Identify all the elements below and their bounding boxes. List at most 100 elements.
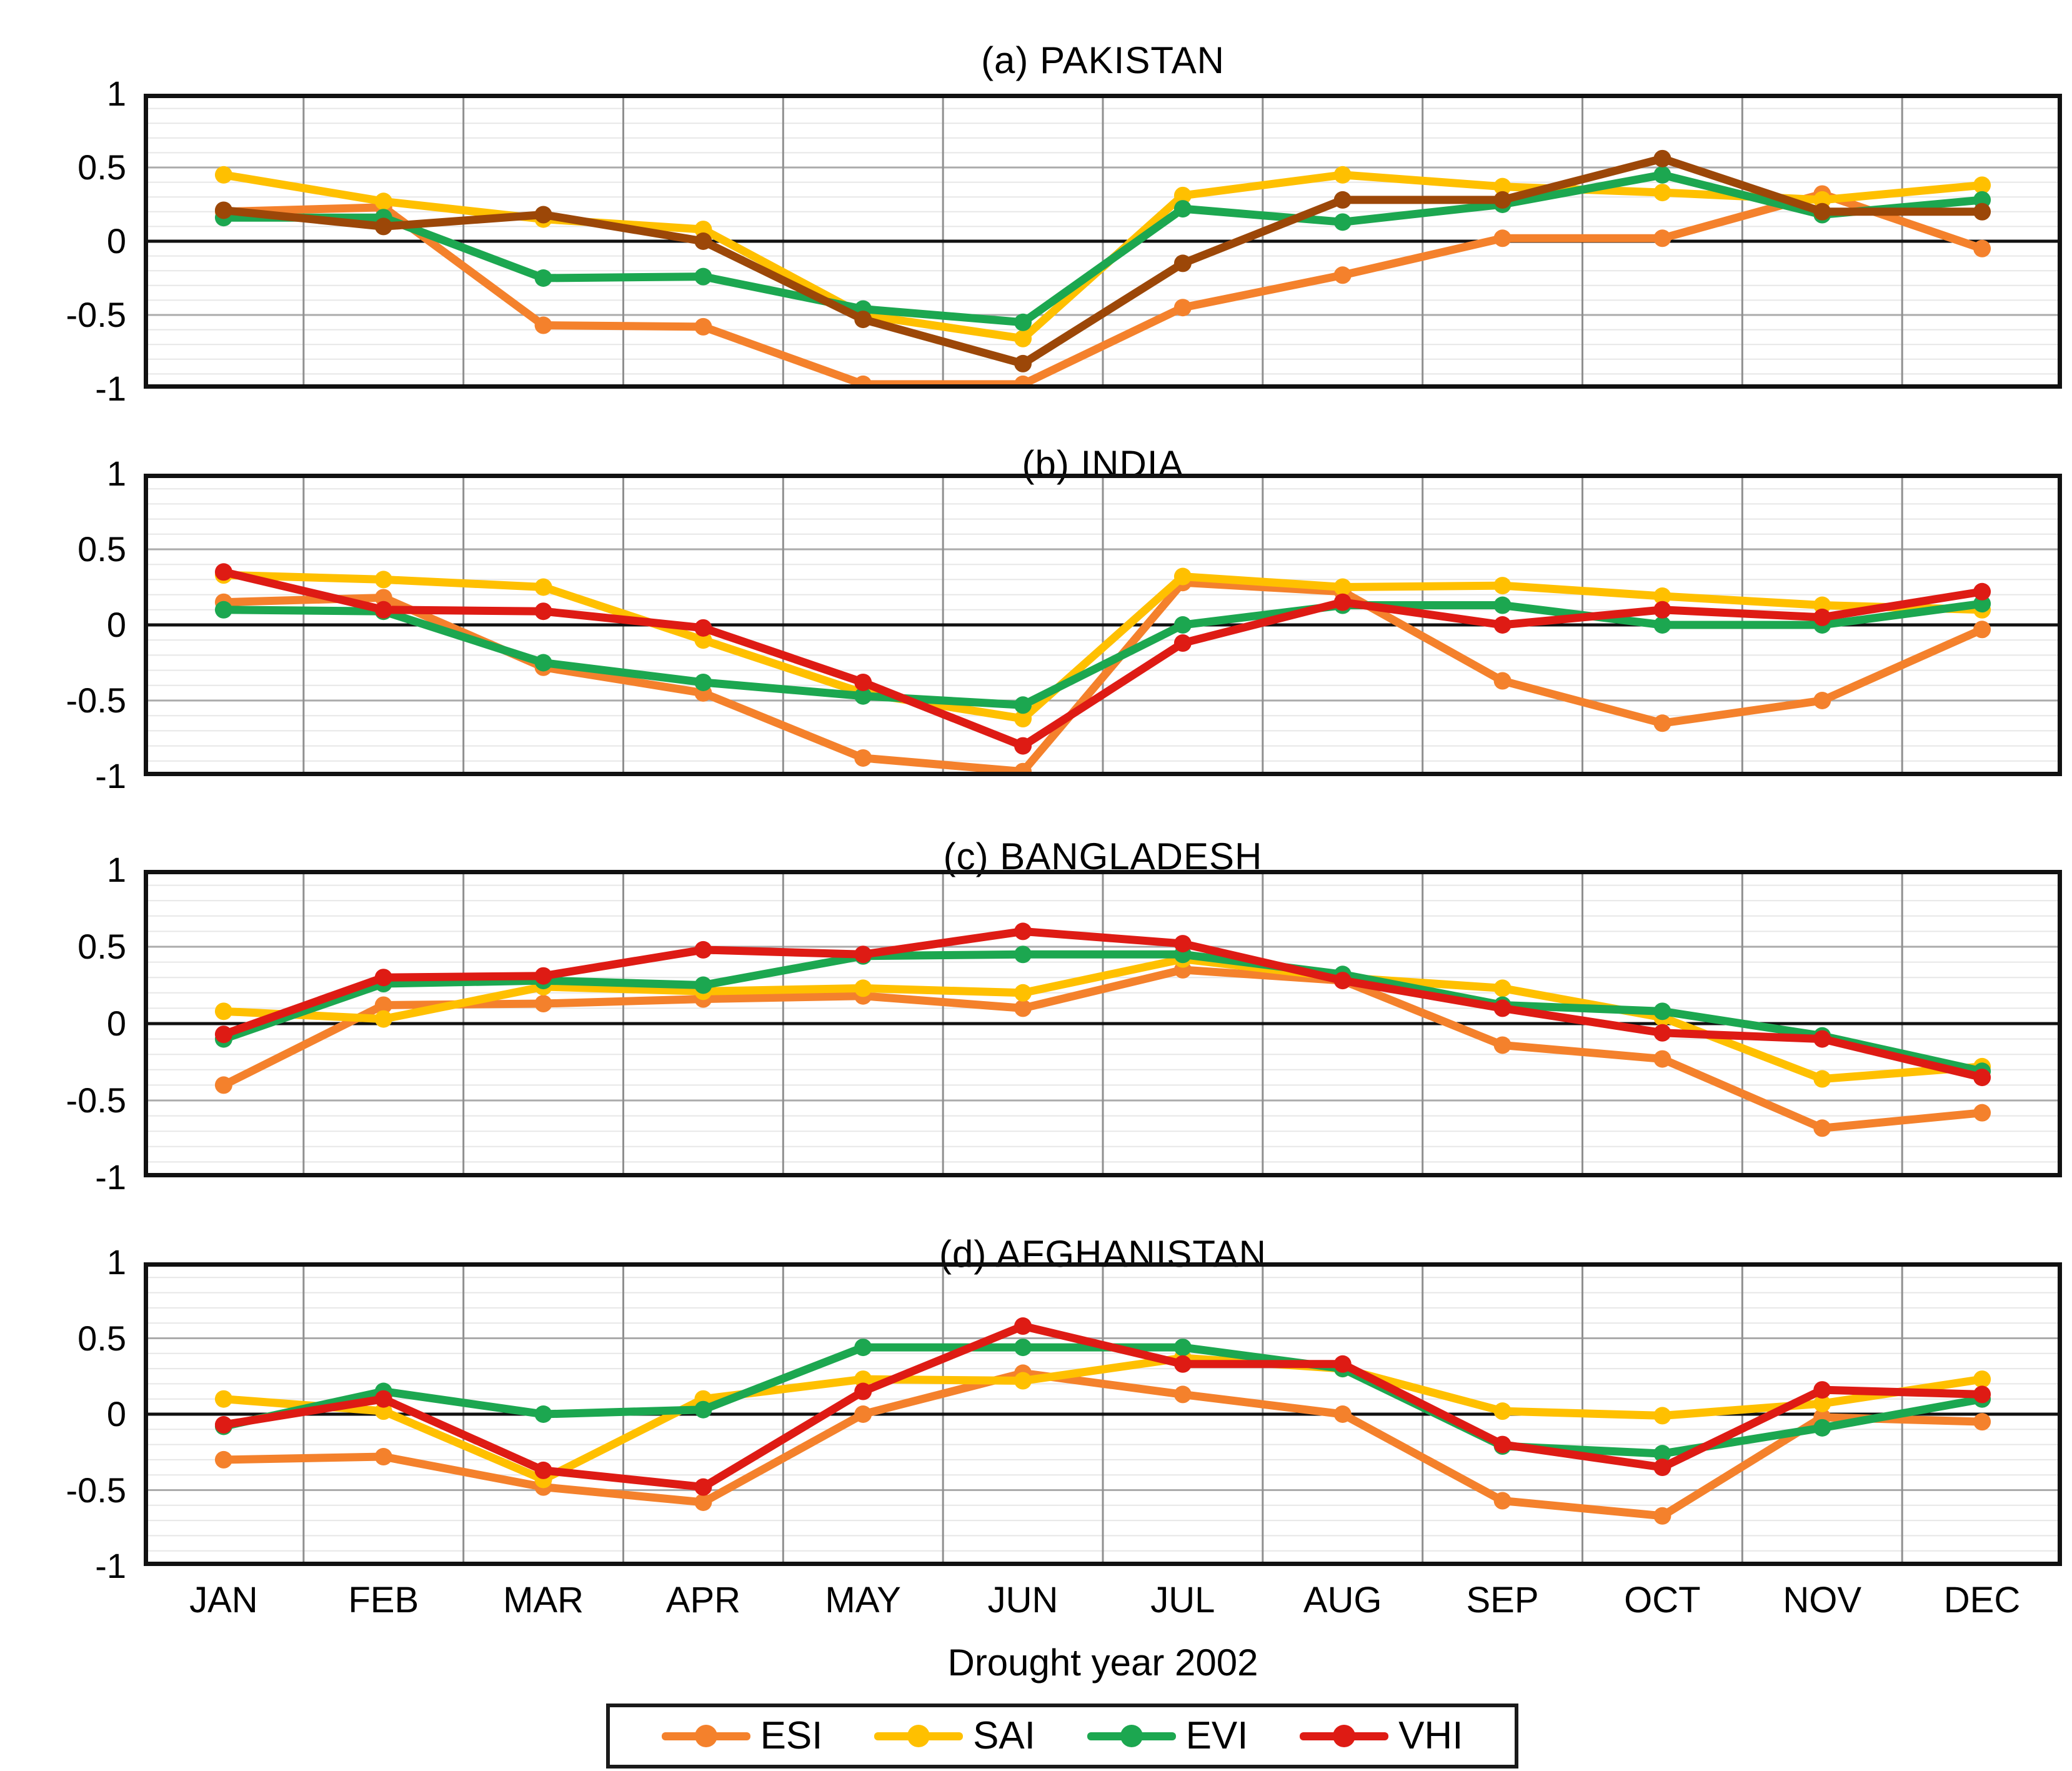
series-vhi xyxy=(214,563,1991,755)
x-tick-label: JUL xyxy=(1150,1580,1215,1620)
plot-border xyxy=(144,474,2062,776)
data-point-vhi xyxy=(1333,972,1352,990)
data-point-esi xyxy=(1813,692,1831,709)
data-point-vhi xyxy=(214,1025,232,1044)
legend-label: SAI xyxy=(973,1714,1035,1757)
data-point-vhi xyxy=(1493,1435,1512,1454)
data-point-sai xyxy=(1333,166,1352,184)
data-point-evi xyxy=(1014,1339,1032,1357)
legend-line-marker-icon xyxy=(1087,1732,1176,1740)
x-tick-label: JAN xyxy=(189,1580,258,1620)
data-point-esi xyxy=(694,1493,712,1511)
series-sai xyxy=(214,1349,1991,1489)
data-point-vhi xyxy=(1653,1024,1671,1042)
data-point-vhi xyxy=(214,1416,232,1434)
data-point-vhi xyxy=(694,1478,712,1496)
legend-item-evi: EVI xyxy=(1087,1717,1248,1755)
y-tick-label: 0 xyxy=(106,1004,126,1043)
data-point-vhi xyxy=(374,1390,392,1408)
x-tick-label: MAR xyxy=(503,1580,584,1620)
data-point-sai xyxy=(854,1370,872,1389)
data-point-vhi xyxy=(374,969,392,987)
x-tick-label: SEP xyxy=(1466,1580,1539,1620)
data-point-esi xyxy=(1653,229,1671,247)
data-point-vhi xyxy=(1333,191,1352,209)
y-tick-label: 0.5 xyxy=(77,529,126,569)
data-point-vhi xyxy=(1973,202,1991,221)
y-tick-label: -0.5 xyxy=(66,681,127,720)
data-point-vhi xyxy=(1014,1317,1032,1335)
data-point-esi xyxy=(534,995,552,1013)
data-point-vhi xyxy=(1813,1030,1831,1048)
data-point-sai xyxy=(1973,176,1991,194)
data-point-sai xyxy=(1333,578,1352,596)
x-tick-label: NOV xyxy=(1783,1580,1862,1620)
chart-afghanistan xyxy=(144,1262,2062,1566)
data-point-vhi xyxy=(694,232,712,250)
data-point-esi xyxy=(374,589,392,607)
data-point-vhi xyxy=(1493,999,1512,1017)
y-tick-label: -0.5 xyxy=(66,295,127,334)
y-tick-label: 1 xyxy=(106,1242,126,1282)
legend-item-esi: ESI xyxy=(661,1714,823,1757)
data-point-sai xyxy=(1014,1372,1032,1390)
data-point-evi xyxy=(1653,1002,1671,1020)
data-point-esi xyxy=(1973,1413,1991,1431)
data-point-vhi xyxy=(1653,149,1671,167)
data-point-vhi xyxy=(1173,1355,1192,1373)
legend-label: EVI xyxy=(1185,1714,1248,1757)
data-point-esi xyxy=(1653,1050,1671,1068)
data-point-sai xyxy=(1493,177,1512,196)
legend-item-vhi: VHI xyxy=(1300,1717,1463,1755)
data-point-vhi xyxy=(694,940,712,959)
data-point-esi xyxy=(1493,229,1512,247)
y-tick-label: 0 xyxy=(106,221,126,261)
y-axis-ticks-bangladesh: 1 0.5 0 -0.5 -1 xyxy=(0,852,132,1195)
data-point-sai xyxy=(1653,184,1671,202)
plot-border xyxy=(144,1262,2062,1566)
data-point-sai xyxy=(374,571,392,589)
data-point-evi xyxy=(1653,616,1671,634)
series-vhi xyxy=(214,922,1991,1087)
data-point-sai xyxy=(1813,1070,1831,1088)
data-point-vhi xyxy=(1653,601,1671,619)
data-point-esi xyxy=(374,1448,392,1466)
legend-label: ESI xyxy=(760,1714,823,1757)
chart-pakistan xyxy=(144,94,2062,389)
data-point-vhi xyxy=(1014,737,1032,755)
data-point-sai xyxy=(1493,577,1512,595)
data-point-sai xyxy=(1173,567,1192,586)
y-axis-ticks-pakistan: 1 0.5 0 -0.5 -1 xyxy=(0,76,132,406)
data-point-esi xyxy=(1173,1385,1192,1404)
data-point-evi xyxy=(1014,313,1032,331)
data-point-vhi xyxy=(1173,935,1192,953)
x-tick-label: JUN xyxy=(987,1580,1058,1620)
data-point-esi xyxy=(1653,714,1671,732)
data-point-esi xyxy=(1493,1492,1512,1510)
data-point-vhi xyxy=(374,601,392,619)
legend-box: ESI SAI EVI VHI xyxy=(606,1704,1518,1769)
data-point-vhi xyxy=(534,967,552,985)
data-point-sai xyxy=(1973,1370,1991,1389)
data-point-esi xyxy=(214,1450,232,1469)
data-point-evi xyxy=(854,1339,872,1357)
data-point-evi xyxy=(534,1405,552,1423)
data-point-sai xyxy=(854,979,872,997)
data-point-sai xyxy=(1813,1394,1831,1412)
data-point-vhi xyxy=(694,619,712,637)
data-point-esi xyxy=(1333,266,1352,284)
data-point-sai xyxy=(374,192,392,211)
data-point-sai xyxy=(214,166,232,184)
data-point-evi xyxy=(1173,1339,1192,1357)
data-point-vhi xyxy=(534,602,552,621)
data-point-sai xyxy=(1173,186,1192,204)
y-tick-label: 0 xyxy=(106,1394,126,1434)
data-point-evi xyxy=(694,1400,712,1419)
chart-india xyxy=(144,474,2062,776)
plot-border xyxy=(144,870,2062,1177)
series-vhi xyxy=(214,149,1991,372)
data-point-esi xyxy=(1014,999,1032,1017)
legend-label: VHI xyxy=(1398,1714,1463,1757)
data-point-sai xyxy=(1653,1407,1671,1425)
